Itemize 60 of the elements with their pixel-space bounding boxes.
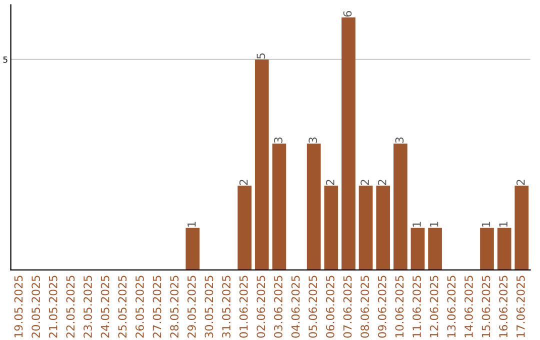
data-label: 1 (188, 222, 196, 227)
bar (272, 144, 286, 270)
bar (358, 186, 373, 270)
bar (428, 228, 442, 270)
x-tick-label: 12.06.2025 (430, 276, 438, 338)
x-tick-label: 30.05.2025 (204, 276, 214, 338)
x-tick-label: 02.06.2025 (256, 276, 266, 338)
data-label: 6 (343, 11, 352, 17)
bar (514, 186, 529, 270)
x-tick-label: 27.05.2025 (152, 276, 162, 338)
x-tick-label: 20.05.2025 (32, 276, 40, 338)
data-label: 1 (499, 222, 508, 227)
bar (342, 17, 356, 270)
x-tick-label: 07.06.2025 (343, 276, 352, 338)
bar (410, 228, 425, 270)
x-tick-label: 23.05.2025 (84, 276, 92, 338)
x-tick-label: 11.06.2025 (412, 276, 421, 338)
data-label: 2 (378, 180, 386, 185)
data-label: 2 (516, 180, 525, 185)
x-tick-label: 28.05.2025 (170, 276, 179, 338)
data-label: 1 (482, 222, 490, 227)
bar (254, 59, 269, 270)
x-tick-label: 09.06.2025 (378, 276, 386, 338)
data-label: 2 (326, 180, 334, 185)
data-label: 1 (430, 222, 438, 227)
x-tick-label: 10.06.2025 (395, 276, 404, 338)
x-tick-label: 19.05.2025 (14, 276, 23, 338)
x-tick-label: 13.06.2025 (447, 276, 456, 338)
bar (186, 228, 200, 270)
data-label: 1 (412, 222, 421, 227)
x-tick-label: 16.06.2025 (499, 276, 508, 338)
data-label: 2 (239, 180, 248, 185)
x-tick-label: 26.05.2025 (135, 276, 144, 338)
x-tick-label: 31.05.2025 (222, 276, 230, 338)
bar (376, 186, 390, 270)
data-label: 2 (360, 180, 369, 185)
bar (393, 144, 408, 270)
bar (324, 186, 338, 270)
x-tick-label: 29.05.2025 (187, 276, 196, 338)
x-tick-label: 14.06.2025 (464, 276, 473, 338)
bar (497, 228, 512, 270)
data-label: 3 (395, 137, 404, 143)
data-label: 5 (256, 53, 266, 59)
x-tick-label: 25.05.2025 (118, 276, 127, 338)
bar (238, 186, 252, 270)
bar (306, 144, 321, 270)
x-tick-label: 03.06.2025 (274, 276, 282, 338)
x-tick-label: 17.06.2025 (516, 276, 525, 338)
x-tick-label: 04.06.2025 (291, 276, 300, 338)
bar (480, 228, 494, 270)
data-label: 3 (274, 137, 282, 143)
x-tick-label: 05.06.2025 (308, 276, 318, 338)
x-tick-label: 21.05.2025 (48, 276, 58, 338)
x-tick-label: 01.06.2025 (239, 276, 248, 338)
x-tick-label: 22.05.2025 (66, 276, 75, 338)
x-tick-label: 24.05.2025 (100, 276, 110, 338)
data-label: 3 (308, 137, 318, 143)
x-tick-label: 15.06.2025 (482, 276, 490, 338)
x-tick-label: 06.06.2025 (326, 276, 334, 338)
x-tick-label: 08.06.2025 (360, 276, 369, 338)
